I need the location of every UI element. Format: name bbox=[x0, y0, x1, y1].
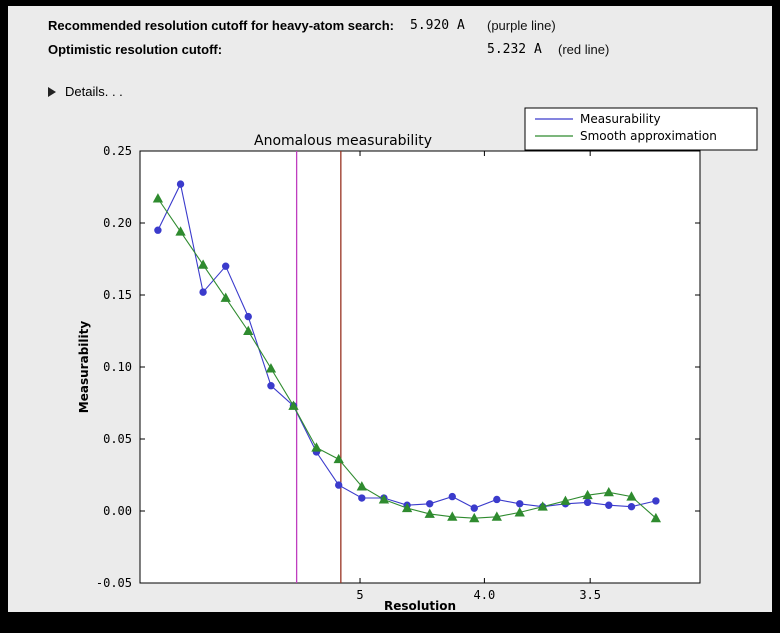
y-tick-label: 0.15 bbox=[103, 288, 132, 302]
optimistic-cutoff-label: Optimistic resolution cutoff: bbox=[48, 42, 223, 57]
marker-circle bbox=[199, 288, 207, 296]
marker-triangle bbox=[514, 507, 525, 517]
y-tick-label: 0.10 bbox=[103, 360, 132, 374]
disclosure-triangle-icon bbox=[48, 86, 56, 97]
marker-triangle bbox=[220, 292, 231, 302]
marker-circle bbox=[244, 312, 252, 321]
marker-triangle bbox=[288, 400, 299, 410]
marker-circle bbox=[154, 226, 162, 234]
y-tick-label: -0.05 bbox=[96, 576, 132, 590]
marker-circle bbox=[334, 481, 343, 489]
legend-label-measurability: Measurability bbox=[580, 112, 661, 126]
marker-circle bbox=[426, 500, 434, 508]
marker-triangle bbox=[626, 491, 637, 501]
marker-circle bbox=[652, 497, 660, 505]
marker-triangle bbox=[311, 442, 322, 452]
marker-triangle bbox=[333, 453, 344, 464]
optimistic-cutoff-note: (red line) bbox=[558, 42, 610, 57]
marker-circle bbox=[516, 500, 524, 508]
marker-circle bbox=[222, 262, 230, 270]
marker-circle bbox=[470, 504, 478, 512]
y-tick-label: 0.20 bbox=[103, 216, 132, 230]
plot-area bbox=[139, 150, 701, 584]
recommended-cutoff-note: (purple line) bbox=[487, 18, 556, 33]
marker-triangle bbox=[424, 508, 435, 518]
recommended-cutoff-label: Recommended resolution cutoff for heavy-… bbox=[48, 18, 395, 33]
marker-triangle bbox=[447, 511, 458, 521]
optimistic-cutoff-row: Optimistic resolution cutoff: 5.232 A (r… bbox=[8, 42, 772, 62]
y-tick-label: 0.00 bbox=[103, 504, 132, 518]
marker-triangle bbox=[469, 512, 480, 523]
marker-triangle bbox=[197, 259, 209, 269]
details-label: Details. . . bbox=[65, 84, 123, 99]
marker-triangle bbox=[582, 489, 593, 500]
legend-box bbox=[524, 107, 758, 151]
marker-circle bbox=[448, 492, 456, 501]
x-tick-label: 3.5 bbox=[579, 588, 601, 602]
marker-triangle bbox=[175, 226, 186, 236]
marker-circle bbox=[627, 502, 636, 511]
marker-circle bbox=[583, 498, 592, 507]
y-axis-label: Measurability bbox=[77, 321, 91, 414]
marker-circle bbox=[176, 180, 185, 188]
y-tick-label: 0.05 bbox=[103, 432, 132, 446]
marker-triangle bbox=[356, 481, 367, 491]
marker-circle bbox=[493, 495, 501, 504]
marker-circle bbox=[267, 382, 275, 390]
y-tick-label: 0.25 bbox=[103, 144, 132, 158]
marker-circle bbox=[358, 494, 366, 502]
marker-triangle bbox=[378, 494, 390, 504]
marker-triangle bbox=[537, 501, 548, 511]
chart-title: Anomalous measurability bbox=[254, 133, 432, 149]
x-tick-label: 4.0 bbox=[474, 588, 496, 602]
x-tick-label: 5 bbox=[356, 588, 363, 602]
marker-circle bbox=[605, 501, 613, 509]
details-toggle[interactable]: Details. . . bbox=[48, 84, 123, 99]
marker-triangle bbox=[560, 495, 571, 505]
marker-triangle bbox=[243, 325, 254, 335]
recommended-cutoff-row: Recommended resolution cutoff for heavy-… bbox=[8, 18, 772, 38]
marker-triangle bbox=[401, 502, 413, 513]
anomalous-measurability-chart: -0.05 0.00 0.05 0.10 0.15 0.20 0.25 5 4.0 3.5 Anom… bbox=[8, 102, 772, 612]
marker-triangle bbox=[603, 486, 614, 497]
recommended-cutoff-value: 5.920 A bbox=[410, 18, 465, 33]
optimistic-cutoff-value: 5.232 A bbox=[487, 42, 542, 57]
main-panel: Recommended resolution cutoff for heavy-… bbox=[8, 6, 772, 612]
marker-triangle bbox=[491, 511, 502, 521]
chart-svg: -0.05 0.00 0.05 0.10 0.15 0.20 0.25 5 4.0 3.5 Anom… bbox=[77, 107, 758, 612]
x-axis-label: Resolution bbox=[384, 599, 456, 612]
marker-triangle bbox=[265, 363, 277, 373]
marker-triangle bbox=[152, 193, 164, 203]
legend-label-smooth-approximation: Smooth approximation bbox=[580, 129, 717, 143]
marker-triangle bbox=[650, 512, 662, 523]
